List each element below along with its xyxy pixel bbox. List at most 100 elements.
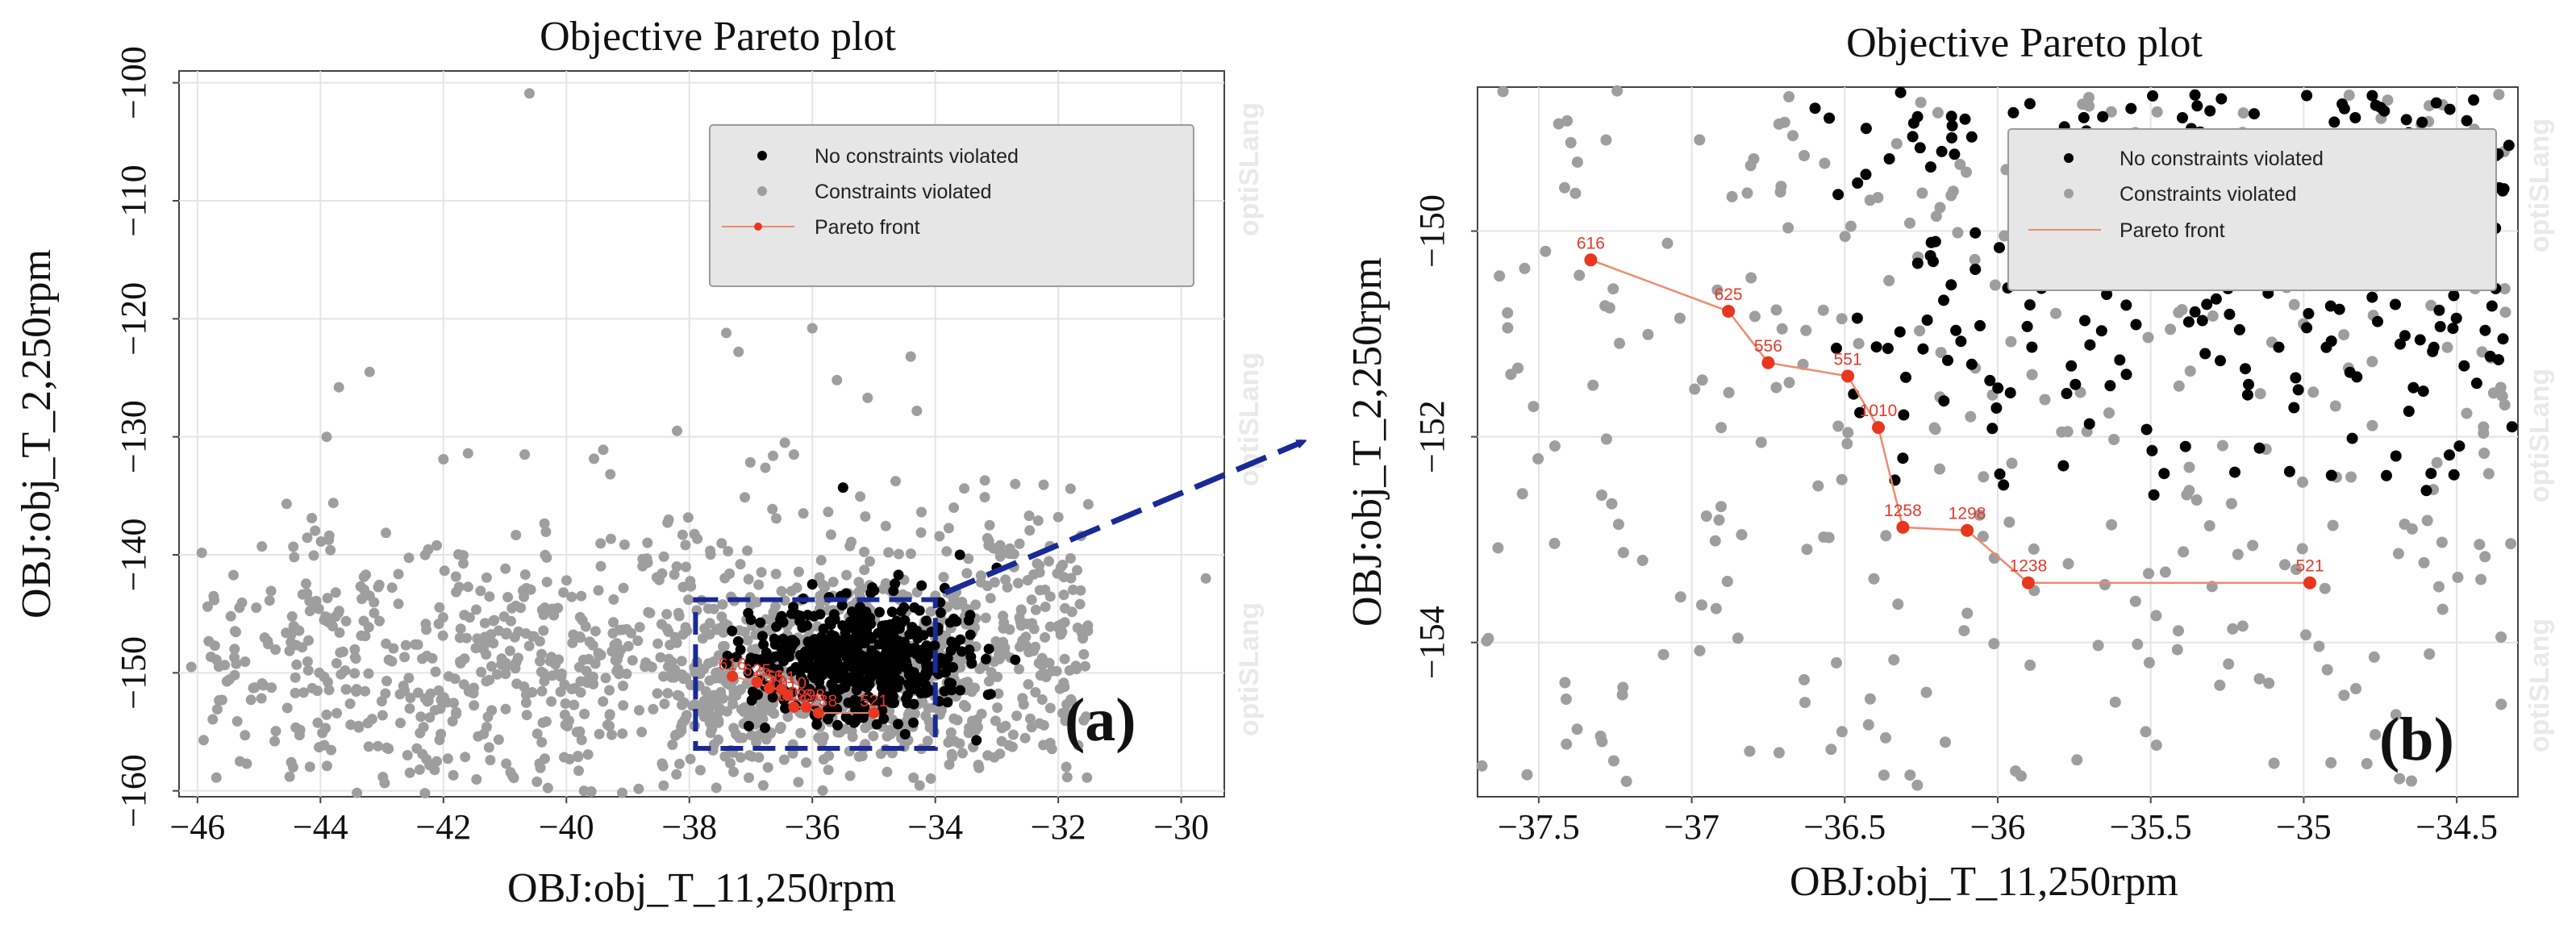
pareto-point	[1841, 369, 1855, 383]
violated-point	[669, 569, 680, 580]
violated-point	[259, 632, 270, 644]
violated-point	[240, 730, 251, 741]
violated-point	[1617, 547, 1629, 559]
no-violation-point	[817, 656, 828, 667]
violated-point	[453, 549, 464, 560]
violated-point	[1911, 779, 1924, 791]
violated-point	[353, 720, 365, 731]
no-violation-point	[1950, 324, 1962, 336]
violated-point	[1694, 134, 1706, 146]
no-violation-point	[2078, 111, 2090, 123]
violated-point	[2142, 331, 2154, 344]
violated-point	[340, 684, 352, 695]
violated-point	[742, 635, 753, 646]
violated-point	[1596, 489, 1607, 501]
violated-point	[718, 641, 728, 652]
violated-point	[2236, 620, 2249, 632]
violated-point	[716, 611, 727, 623]
violated-point	[544, 656, 556, 667]
violated-point	[634, 705, 644, 716]
no-violation-point	[757, 631, 768, 642]
violated-point	[1549, 440, 1561, 452]
violated-point	[470, 643, 481, 654]
violated-point	[1711, 284, 1724, 296]
violated-point	[2129, 595, 2141, 607]
pareto-point-label: 1298	[1949, 505, 1986, 523]
violated-point	[1561, 115, 1574, 127]
no-violation-point	[1900, 371, 1911, 383]
violated-point	[439, 565, 450, 577]
violated-point	[1532, 452, 1544, 464]
no-violation-point	[1870, 341, 1882, 353]
violated-point	[606, 729, 617, 740]
violated-point	[1776, 323, 1788, 335]
violated-point	[961, 568, 973, 579]
violated-point	[258, 680, 269, 691]
violated-point	[302, 664, 314, 676]
violated-point	[1611, 85, 1624, 97]
violated-point	[1023, 647, 1035, 658]
violated-point	[330, 587, 341, 598]
violated-point	[481, 722, 492, 732]
violated-point	[481, 676, 492, 687]
violated-point	[2151, 106, 2163, 118]
no-violation-point	[1974, 319, 1986, 331]
violated-point	[2505, 538, 2517, 550]
y-axis-label-a: OBJ:obj_T_2,250rpm	[14, 249, 60, 619]
violated-point	[402, 750, 413, 760]
pareto-point-label: 616	[719, 656, 747, 674]
violated-point	[674, 727, 686, 739]
violated-point	[374, 615, 385, 627]
violated-point	[351, 684, 362, 695]
violated-point	[2216, 440, 2228, 452]
no-violation-point	[869, 695, 880, 706]
violated-point	[1024, 525, 1036, 536]
no-violation-point	[983, 644, 994, 655]
no-violation-point	[1936, 145, 1948, 157]
pareto-point-label: 1298	[787, 686, 825, 705]
violated-point	[541, 577, 552, 588]
violated-point	[984, 519, 995, 531]
no-violation-point	[2458, 360, 2470, 372]
violated-point	[595, 560, 606, 572]
x-tick-label: −36.5	[1803, 807, 1886, 847]
violated-point	[286, 610, 298, 622]
violated-point	[534, 758, 545, 769]
violated-point	[659, 698, 670, 710]
violated-point	[539, 518, 550, 529]
no-violation-point	[886, 606, 898, 618]
violated-point	[383, 744, 394, 754]
no-violation-point	[794, 610, 806, 622]
violated-point	[1060, 602, 1070, 614]
violated-point	[2319, 582, 2331, 594]
no-violation-point	[2325, 469, 2337, 481]
violated-point	[859, 564, 870, 576]
violated-point	[2173, 625, 2184, 637]
violated-point	[1819, 157, 1831, 169]
violated-point	[350, 653, 361, 664]
violated-point	[817, 785, 828, 796]
violated-point	[1836, 473, 1848, 485]
violated-point	[643, 660, 654, 671]
no-violation-point	[2434, 321, 2446, 332]
violated-point	[520, 697, 531, 708]
violated-point	[2493, 89, 2505, 101]
no-violation-point	[1945, 110, 1957, 123]
violated-point	[681, 710, 692, 721]
violated-point	[2329, 400, 2341, 412]
violated-point	[859, 546, 870, 557]
no-violation-point	[823, 703, 834, 714]
no-violation-point	[1852, 177, 1864, 189]
no-violation-point	[929, 640, 940, 651]
no-violation-point	[815, 631, 827, 643]
violated-point	[1561, 738, 1573, 750]
no-violation-point	[2425, 468, 2437, 480]
violated-point	[2039, 394, 2051, 406]
violated-point	[1880, 530, 1892, 542]
violated-point	[1017, 693, 1028, 704]
violated-point	[636, 727, 648, 738]
violated-point	[419, 788, 431, 799]
violated-point	[673, 610, 685, 622]
violated-point	[1801, 544, 1813, 556]
no-violation-point	[2158, 468, 2170, 480]
